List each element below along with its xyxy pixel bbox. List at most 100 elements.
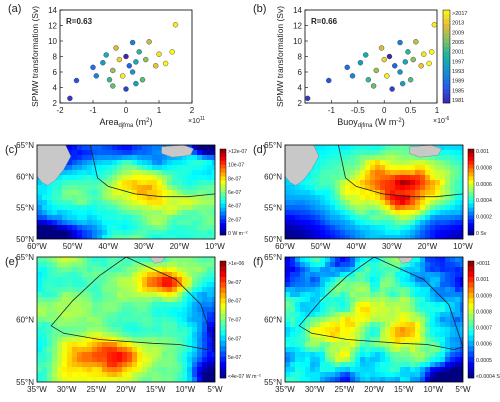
field-cell bbox=[162, 262, 168, 268]
field-cell bbox=[182, 362, 188, 368]
field-cell bbox=[430, 372, 436, 378]
field-cell bbox=[107, 342, 113, 348]
field-cell bbox=[340, 195, 346, 201]
field-cell bbox=[285, 225, 291, 231]
field-cell bbox=[112, 267, 118, 273]
field-cell bbox=[350, 297, 356, 303]
field-cell bbox=[97, 200, 103, 206]
field-cell bbox=[450, 145, 456, 151]
field-cell bbox=[142, 302, 148, 308]
field-cell bbox=[440, 215, 446, 221]
field-cell bbox=[345, 145, 351, 151]
field-cell bbox=[132, 307, 138, 313]
field-cell bbox=[385, 267, 391, 273]
field-cell bbox=[385, 332, 391, 338]
field-cell bbox=[152, 327, 158, 333]
field-cell bbox=[315, 185, 321, 191]
field-cell bbox=[72, 342, 78, 348]
field-cell bbox=[395, 342, 401, 348]
field-cell bbox=[430, 235, 436, 239]
field-cell bbox=[202, 322, 208, 328]
field-cell bbox=[97, 215, 103, 221]
field-cell bbox=[117, 160, 123, 166]
field-cell bbox=[455, 200, 461, 206]
field-cell bbox=[117, 277, 123, 283]
field-cell bbox=[320, 302, 326, 308]
field-cell bbox=[460, 262, 463, 268]
field-cell bbox=[335, 322, 341, 328]
field-cell bbox=[395, 175, 401, 181]
field-cell bbox=[395, 235, 401, 239]
field-cell bbox=[77, 317, 83, 323]
field-cell bbox=[132, 220, 138, 226]
field-cell bbox=[395, 155, 401, 161]
field-cell bbox=[187, 215, 193, 221]
field-cell bbox=[207, 262, 213, 268]
field-cell bbox=[207, 302, 213, 308]
colorbar-cell bbox=[220, 168, 226, 173]
field-cell bbox=[127, 180, 133, 186]
field-cell bbox=[305, 262, 311, 268]
field-cell bbox=[202, 327, 208, 333]
field-cell bbox=[310, 180, 316, 186]
field-cell bbox=[455, 317, 461, 323]
field-cell bbox=[92, 337, 98, 343]
longitude-label: 10°W bbox=[424, 385, 444, 394]
field-cell bbox=[350, 205, 356, 211]
field-cell bbox=[365, 307, 371, 313]
field-cell bbox=[305, 267, 311, 273]
field-cell bbox=[182, 272, 188, 278]
field-cell bbox=[202, 352, 208, 358]
field-cell bbox=[415, 185, 421, 191]
field-cell bbox=[460, 347, 463, 353]
field-cell bbox=[67, 292, 73, 298]
field-cell bbox=[310, 220, 316, 226]
field-cell bbox=[52, 230, 58, 236]
field-cell bbox=[440, 160, 446, 166]
field-cell bbox=[57, 327, 63, 333]
field-cell bbox=[370, 307, 376, 313]
field-cell bbox=[455, 267, 461, 273]
field-cell bbox=[147, 292, 153, 298]
field-cell bbox=[142, 317, 148, 323]
field-cell bbox=[202, 287, 208, 293]
field-cell bbox=[167, 277, 173, 283]
field-cell bbox=[355, 170, 361, 176]
field-cell bbox=[365, 287, 371, 293]
field-cell bbox=[37, 200, 43, 206]
field-cell bbox=[202, 210, 208, 216]
field-cell bbox=[300, 190, 306, 196]
field-cell bbox=[137, 225, 143, 231]
colorbar-cell bbox=[468, 211, 474, 216]
field-cell bbox=[370, 195, 376, 201]
field-cell bbox=[72, 205, 78, 211]
field-cell bbox=[127, 282, 133, 288]
field-cell bbox=[147, 287, 153, 293]
field-cell bbox=[345, 352, 351, 358]
field-cell bbox=[460, 195, 463, 201]
field-cell bbox=[52, 180, 58, 186]
field-cell bbox=[62, 272, 68, 278]
field-cell bbox=[290, 357, 296, 363]
field-cell bbox=[202, 195, 208, 201]
field-cell bbox=[167, 272, 173, 278]
field-cell bbox=[325, 377, 331, 382]
field-cell bbox=[420, 362, 426, 368]
field-cell bbox=[285, 327, 291, 333]
field-cell bbox=[77, 155, 83, 161]
field-cell bbox=[202, 372, 208, 378]
field-cell bbox=[300, 347, 306, 353]
field-cell bbox=[335, 352, 341, 358]
field-cell bbox=[300, 362, 306, 368]
field-cell bbox=[435, 155, 441, 161]
field-cell bbox=[285, 302, 291, 308]
field-cell bbox=[430, 357, 436, 363]
field-cell bbox=[310, 200, 316, 206]
field-cell bbox=[455, 377, 461, 382]
field-cell bbox=[310, 352, 316, 358]
field-cell bbox=[425, 332, 431, 338]
field-cell bbox=[450, 322, 456, 328]
latitude-label: 65°N bbox=[264, 141, 282, 150]
field-cell bbox=[112, 357, 118, 363]
field-cell bbox=[405, 342, 411, 348]
